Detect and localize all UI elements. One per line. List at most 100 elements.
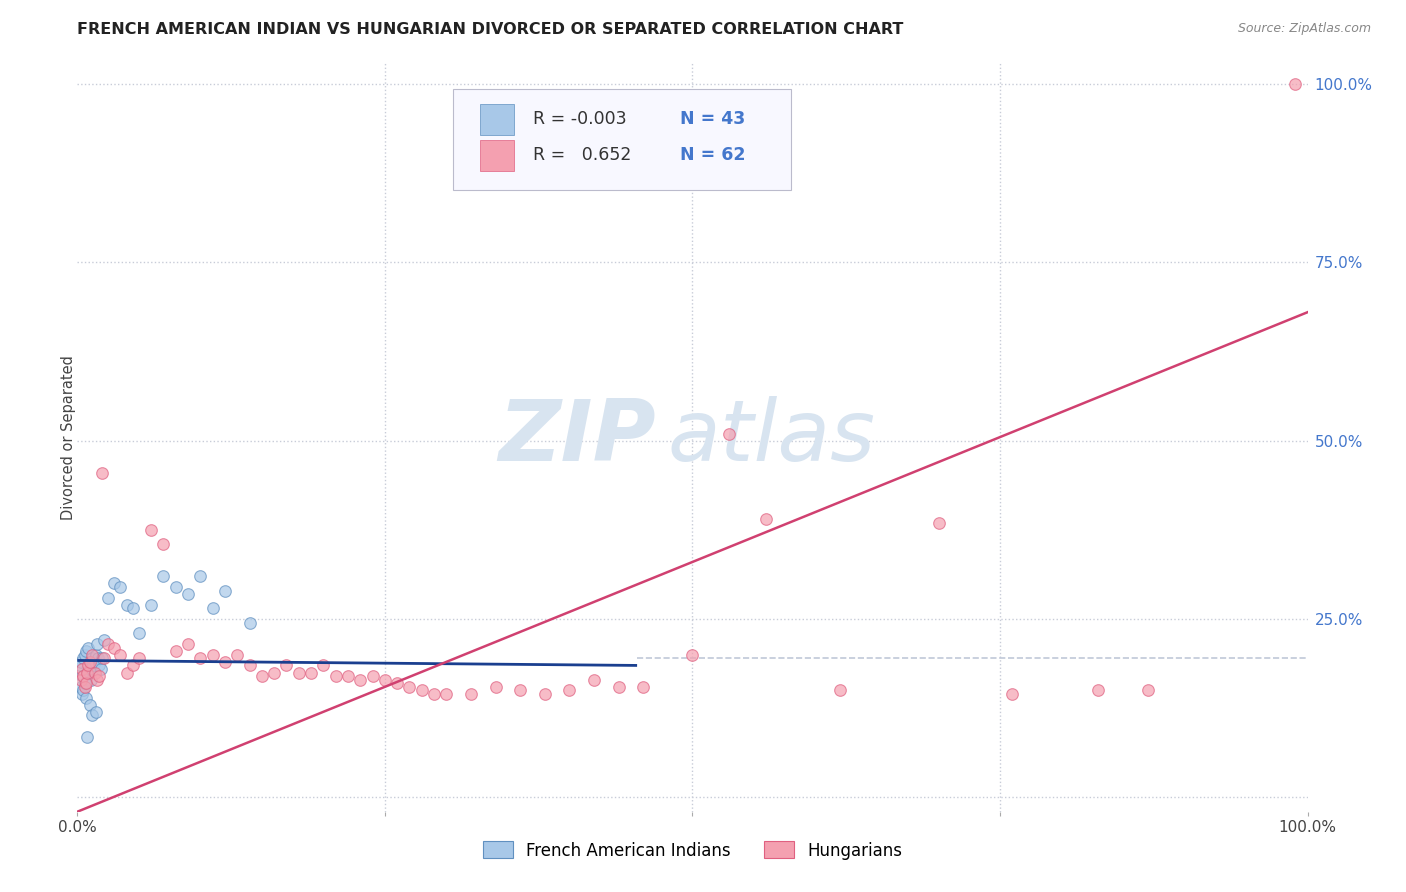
Point: [76, 730, 98, 744]
Point: [93, 651, 115, 665]
Point: [75, 676, 97, 690]
Text: Source: ZipAtlas.com: Source: ZipAtlas.com: [1237, 22, 1371, 36]
Point: [75, 644, 97, 658]
Point: [177, 637, 200, 651]
Point: [86, 637, 108, 651]
Bar: [479, 140, 515, 171]
Point: [263, 665, 285, 680]
Point: [312, 658, 335, 673]
Point: [214, 583, 236, 598]
Point: [110, 648, 132, 662]
Point: [411, 683, 433, 698]
Y-axis label: Divorced or Separated: Divorced or Separated: [62, 355, 76, 519]
Point: [201, 601, 224, 615]
Point: [436, 687, 458, 701]
Point: [485, 680, 508, 694]
Point: [226, 648, 249, 662]
Point: [337, 669, 360, 683]
Point: [165, 580, 187, 594]
Text: atlas: atlas: [668, 395, 876, 479]
Bar: [479, 103, 515, 135]
Point: [607, 680, 630, 694]
Point: [558, 683, 581, 698]
FancyBboxPatch shape: [453, 88, 792, 190]
Point: [115, 665, 138, 680]
Point: [325, 669, 347, 683]
Point: [70, 680, 93, 694]
Text: ZIP: ZIP: [498, 395, 655, 479]
Point: [93, 633, 115, 648]
Point: [250, 669, 273, 683]
Text: FRENCH AMERICAN INDIAN VS HUNGARIAN DIVORCED OR SEPARATED CORRELATION CHART: FRENCH AMERICAN INDIAN VS HUNGARIAN DIVO…: [77, 22, 904, 37]
Point: [928, 516, 950, 530]
Point: [177, 587, 200, 601]
Point: [72, 683, 94, 698]
Point: [82, 651, 104, 665]
Point: [73, 676, 96, 690]
Point: [70, 655, 93, 669]
Point: [830, 683, 852, 698]
Point: [165, 644, 187, 658]
Point: [115, 598, 138, 612]
Point: [121, 601, 143, 615]
Point: [90, 466, 114, 480]
Point: [84, 705, 107, 719]
Point: [83, 655, 105, 669]
Point: [72, 669, 94, 683]
Point: [633, 680, 655, 694]
Point: [82, 648, 104, 662]
Point: [188, 569, 212, 583]
Point: [77, 658, 100, 673]
Point: [141, 523, 163, 537]
Point: [128, 651, 150, 665]
Point: [1284, 77, 1306, 91]
Point: [755, 512, 778, 526]
Point: [80, 673, 103, 687]
Point: [1001, 687, 1024, 701]
Text: R = -0.003: R = -0.003: [533, 110, 626, 128]
Point: [70, 687, 93, 701]
Point: [84, 648, 107, 662]
Point: [385, 676, 409, 690]
Point: [1087, 683, 1109, 698]
Point: [152, 569, 174, 583]
Text: N = 62: N = 62: [681, 145, 745, 163]
Point: [214, 655, 236, 669]
Point: [79, 655, 101, 669]
Point: [89, 658, 111, 673]
Point: [509, 683, 531, 698]
Point: [70, 669, 93, 683]
Point: [79, 662, 101, 676]
Text: N = 43: N = 43: [681, 110, 745, 128]
Point: [152, 537, 174, 551]
Point: [103, 576, 125, 591]
Point: [361, 669, 384, 683]
Point: [90, 651, 114, 665]
Point: [77, 640, 100, 655]
Point: [374, 673, 396, 687]
Point: [72, 651, 94, 665]
Point: [201, 648, 224, 662]
Point: [121, 658, 143, 673]
Point: [718, 426, 741, 441]
Point: [188, 651, 212, 665]
Point: [103, 640, 125, 655]
Point: [423, 687, 446, 701]
Point: [349, 673, 371, 687]
Point: [73, 680, 96, 694]
Point: [583, 673, 606, 687]
Point: [90, 662, 112, 676]
Point: [89, 669, 111, 683]
Point: [288, 665, 311, 680]
Point: [239, 615, 262, 630]
Point: [70, 673, 93, 687]
Point: [97, 637, 120, 651]
Legend: French American Indians, Hungarians: French American Indians, Hungarians: [482, 841, 903, 860]
Point: [76, 665, 98, 680]
Point: [110, 580, 132, 594]
Point: [141, 598, 163, 612]
Point: [82, 708, 104, 723]
Point: [398, 680, 420, 694]
Point: [73, 648, 96, 662]
Point: [299, 665, 322, 680]
